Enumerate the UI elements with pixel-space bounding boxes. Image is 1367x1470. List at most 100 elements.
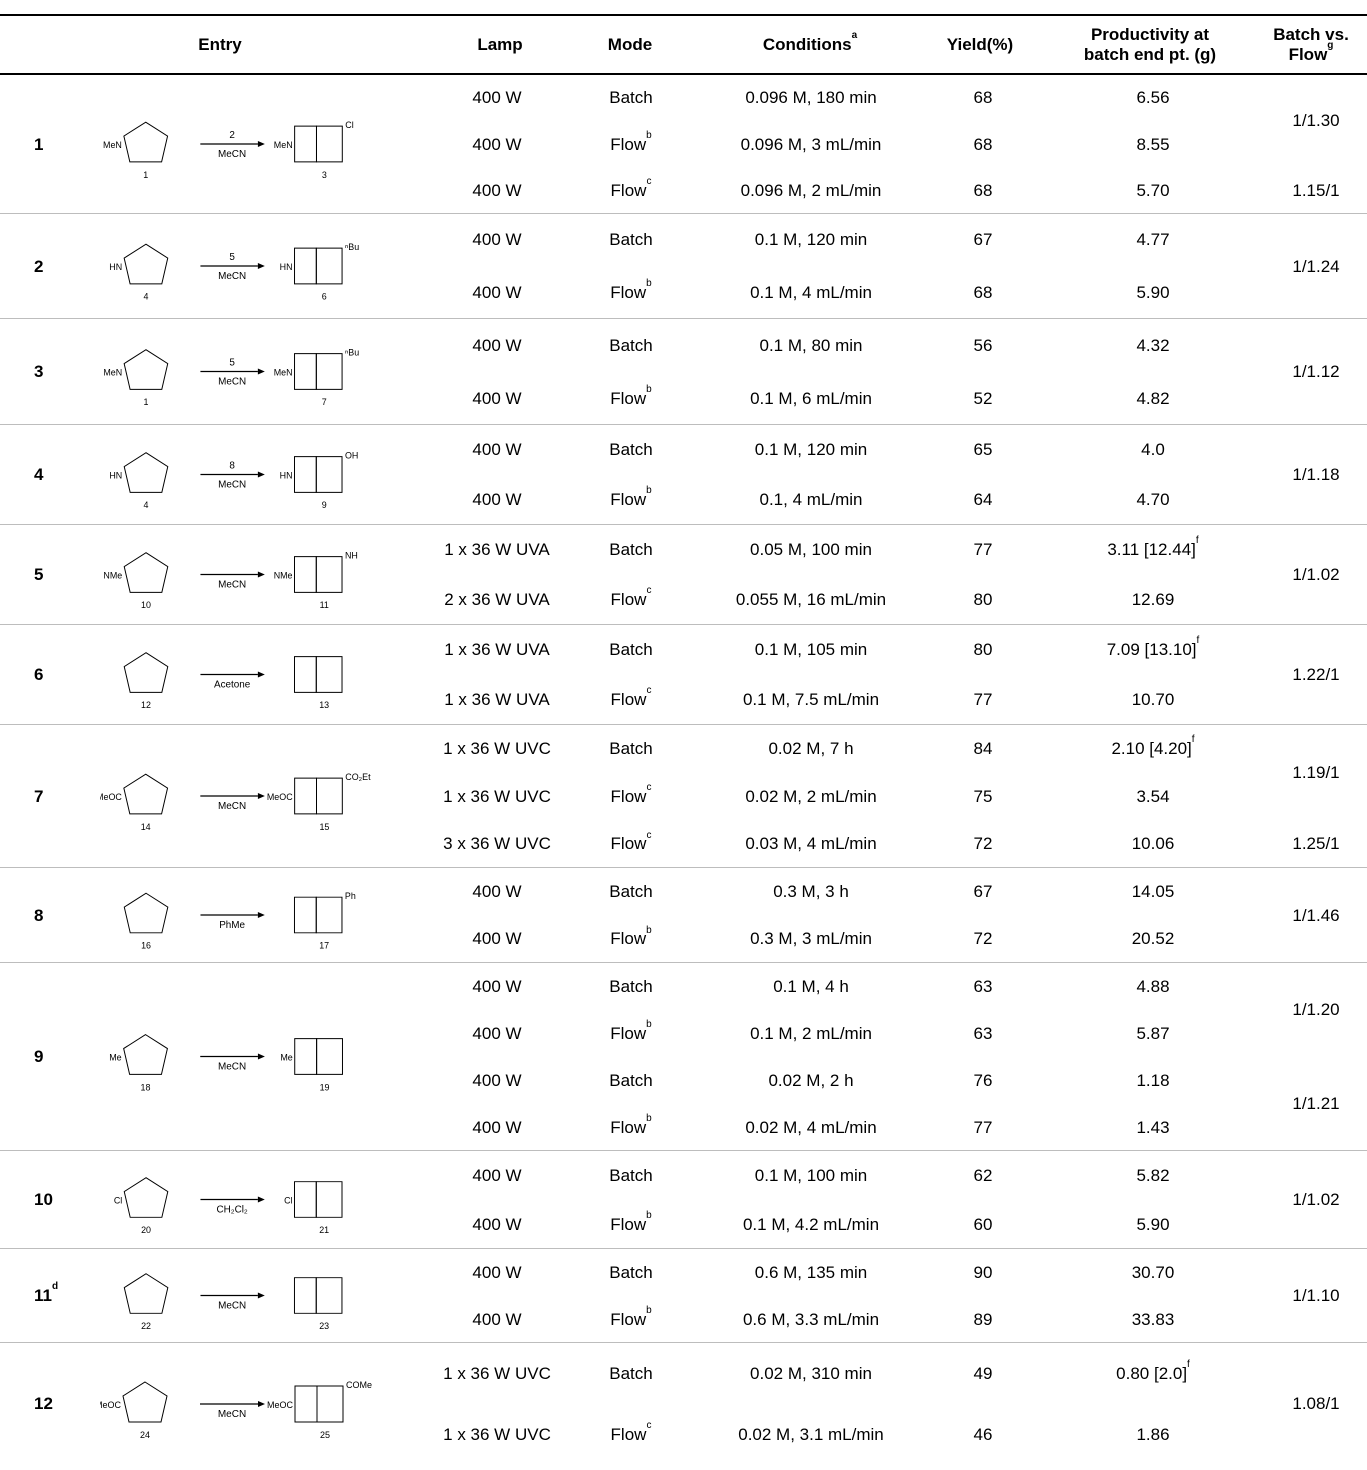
entry-number: 4 (34, 465, 44, 484)
entry-number: 8 (34, 905, 44, 925)
conditions-cell: 0.03 M, 4 mL/min (745, 834, 877, 854)
solvent-label: MeCN (218, 376, 246, 387)
yield-cell: 63 (973, 976, 993, 996)
reactant-structure (123, 892, 169, 934)
reactant-structure (123, 1034, 168, 1075)
reaction-scheme-drawing: PhMe Ph 16 17 (123, 891, 356, 951)
product-number: 11 (320, 600, 329, 610)
conditions-cell: 0.02 M, 310 min (750, 1363, 872, 1383)
productivity-cell: 5.70 (1136, 180, 1170, 200)
mode-cell: Batch (609, 1070, 653, 1090)
lamp-cell: 400 W (472, 440, 522, 459)
ratio-cell: 1.15/1 (1292, 180, 1340, 200)
mode-cell: Flowb (610, 924, 652, 949)
conditions-cell: 0.05 M, 100 min (750, 540, 872, 559)
lamp-cell: 1 x 36 W UVC (443, 1424, 551, 1444)
product-group: CO₂Et (345, 772, 371, 782)
productivity-cell: 3.11 [12.44]f (1107, 535, 1199, 559)
table-body: 1 MeCN 2 MeN MeN Cl 1 3 400 W Batch 0.096 M, 180 m… (0, 75, 1367, 1465)
product-group: COMe (346, 1380, 372, 1390)
mode-cell: Batch (609, 976, 653, 996)
product-substituent: MeN (274, 367, 293, 377)
productivity-cell: 2.10 [4.20]f (1111, 734, 1195, 758)
entry-group: 4 MeCN 8 HN HN OH 4 9 400 W Batch 0.1 M, 120 min 65… (0, 425, 1367, 525)
ratio-cell: 1/1.30 (1292, 111, 1340, 131)
reaction-scheme-drawing: MeCN 5 HN HN ⁿBu 4 6 (109, 242, 359, 302)
yield-cell: 72 (973, 929, 993, 949)
conditions-cell: 0.02 M, 3.1 mL/min (738, 1424, 884, 1444)
product-group: ⁿBu (345, 242, 359, 252)
product-structure (294, 456, 317, 493)
reaction-scheme: MeCN 5 HN HN ⁿBu 4 6 (100, 214, 390, 318)
reactant-number: 18 (141, 1082, 151, 1092)
solvent-label: MeCN (218, 1061, 246, 1072)
entry-number: 11d (34, 1281, 59, 1305)
conditions-cell: 0.096 M, 180 min (745, 88, 877, 108)
entry-group: 5 MeCN NMe NMe NH 10 11 1 x 36 W UVA Batch 0.05 M… (0, 525, 1367, 625)
solvent-label: MeCN (218, 579, 246, 590)
product-structure-ring (315, 1277, 343, 1314)
product-number: 23 (319, 1321, 329, 1331)
conditions-cell: 0.1 M, 80 min (759, 335, 863, 355)
product-structure (294, 353, 317, 390)
entry-number: 1 (34, 134, 44, 154)
reactant-substituent: MeOC (100, 1400, 121, 1410)
yield-cell: 89 (973, 1309, 993, 1329)
ratio-cell: 1/1.20 (1292, 1000, 1340, 1019)
lamp-cell: 400 W (472, 881, 522, 901)
conditions-cell: 0.02 M, 2 h (768, 1070, 854, 1090)
product-structure (293, 1181, 317, 1218)
product-substituent: NMe (274, 570, 293, 580)
productivity-cell: 4.88 (1136, 976, 1170, 996)
lamp-cell: 1 x 36 W UVA (444, 640, 550, 659)
mode-cell: Batch (609, 440, 653, 459)
reaction-scheme-drawing: Acetone 12 13 (123, 652, 343, 710)
reactant-substituent: Me (109, 1052, 121, 1062)
yield-cell: 77 (973, 540, 993, 559)
product-structure (294, 125, 317, 163)
reagent-number: 8 (229, 461, 235, 472)
conditions-cell: 0.02 M, 7 h (768, 738, 854, 758)
table-header: Entry Lamp Mode Conditionsa Yield(%) Pro… (0, 14, 1367, 75)
conditions-cell: 0.1 M, 4.2 mL/min (742, 1214, 880, 1234)
reaction-scheme: MeCN 2 MeN MeN Cl 1 3 (100, 75, 390, 213)
reactant-substituent: MeOC (100, 792, 122, 802)
mode-cell: Flowc (610, 829, 652, 854)
product-structure (293, 1277, 317, 1314)
productivity-cell: 7.09 [13.10]f (1106, 635, 1200, 659)
yield-cell: 52 (973, 388, 993, 408)
productivity-cell: 5.90 (1136, 1214, 1170, 1234)
yield-cell: 68 (973, 134, 993, 154)
product-structure (294, 656, 317, 693)
reaction-scheme: MeCN 22 23 (100, 1249, 390, 1342)
arrow-head (257, 1196, 265, 1203)
reactant-structure (123, 773, 169, 815)
reactant-number: 10 (141, 600, 151, 610)
ratio-cell: 1.19/1 (1292, 762, 1340, 782)
arrow-head (257, 912, 265, 918)
entry-number: 5 (34, 565, 44, 584)
yield-cell: 80 (973, 590, 993, 609)
yield-cell: 49 (973, 1363, 993, 1383)
productivity-cell: 4.70 (1136, 490, 1170, 509)
entry-number: 2 (34, 256, 44, 276)
product-number: 15 (319, 822, 329, 832)
lamp-cell: 400 W (472, 1262, 522, 1282)
productivity-cell: 30.70 (1131, 1262, 1175, 1282)
reactant-substituent: NMe (103, 570, 122, 580)
reaction-scheme-drawing: CH₂Cl₂ Cl Cl 20 21 (114, 1177, 343, 1235)
reactant-substituent: MeN (103, 140, 122, 150)
solvent-label: CH₂Cl₂ (216, 1204, 247, 1215)
reactant-number: 22 (141, 1321, 151, 1331)
product-structure-ring (315, 896, 343, 934)
reactant-number: 1 (143, 170, 148, 180)
productivity-cell: 1.86 (1136, 1424, 1170, 1444)
lamp-cell: 400 W (472, 1070, 522, 1090)
yield-cell: 68 (973, 180, 993, 200)
yield-cell: 90 (973, 1262, 993, 1282)
solvent-label: MeCN (218, 1300, 246, 1311)
arrow-head (257, 263, 265, 269)
reactant-number: 16 (141, 941, 151, 951)
reactant-structure (123, 1177, 169, 1218)
lamp-cell: 400 W (472, 335, 522, 355)
